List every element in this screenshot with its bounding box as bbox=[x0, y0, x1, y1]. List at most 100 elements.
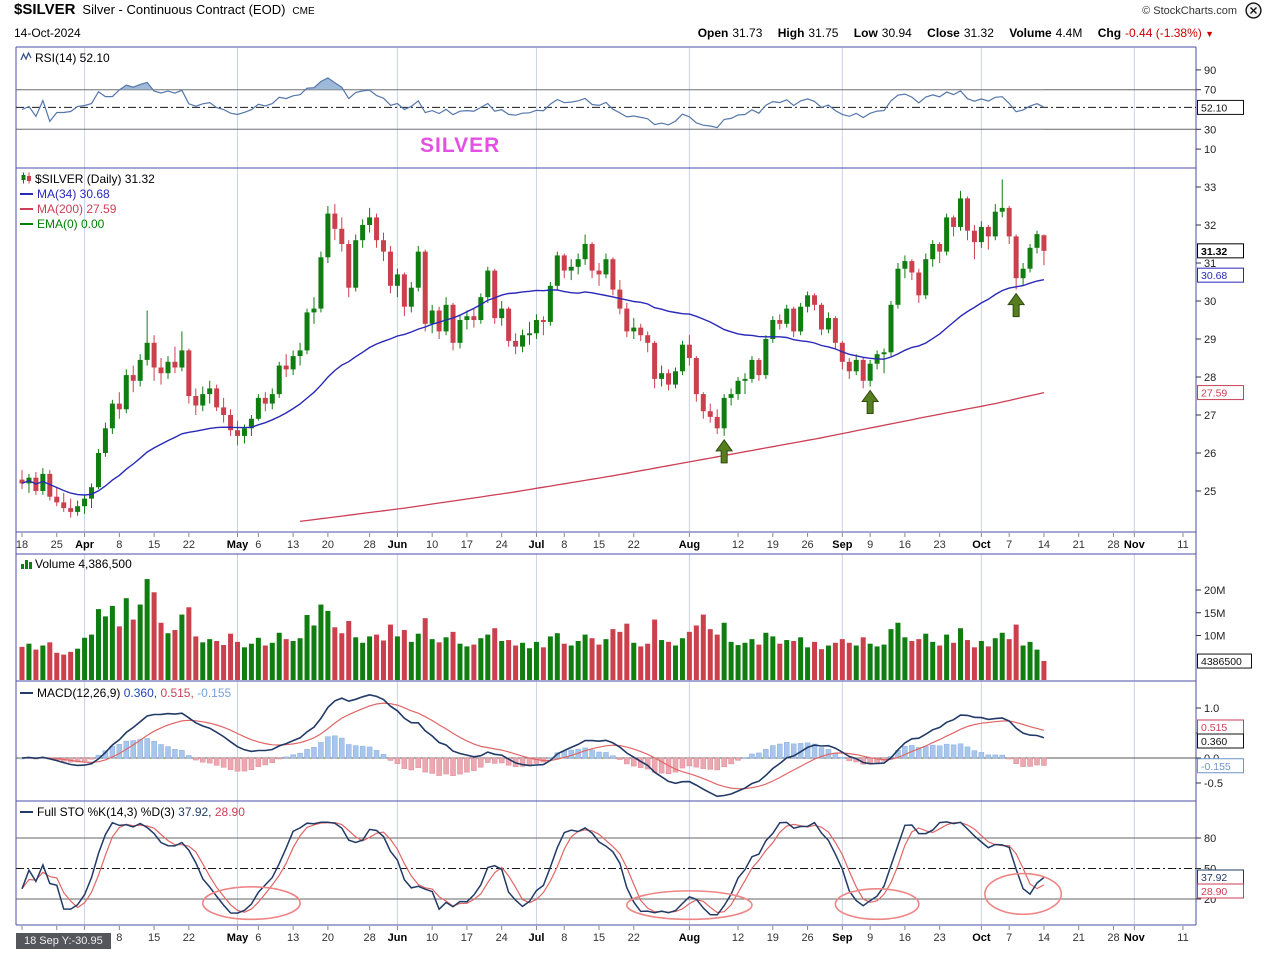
candle bbox=[964, 198, 970, 231]
volume-bar bbox=[784, 640, 790, 680]
chart-header: $SILVER Silver - Continuous Contract (EO… bbox=[14, 1, 1260, 18]
ma34-label: MA(34) 30.68 bbox=[37, 187, 110, 201]
close-value: 31.32 bbox=[963, 26, 994, 40]
macd-hist-bar bbox=[186, 755, 192, 759]
candle bbox=[985, 226, 991, 237]
macd-hist-bar bbox=[498, 757, 505, 764]
svg-text:37.92: 37.92 bbox=[1201, 872, 1227, 884]
close-icon[interactable] bbox=[1245, 2, 1262, 19]
gridlines bbox=[84, 48, 1135, 925]
buy-arrow bbox=[861, 389, 880, 414]
macd-hist-bar bbox=[179, 750, 185, 759]
volume-bar bbox=[999, 632, 1005, 680]
volume-bar bbox=[40, 645, 46, 680]
volume-bar bbox=[812, 641, 818, 680]
volume-bar bbox=[798, 637, 804, 680]
svg-text:20: 20 bbox=[322, 932, 334, 944]
candle bbox=[860, 359, 866, 381]
svg-text:23: 23 bbox=[934, 539, 946, 551]
price-label: $SILVER (Daily) 31.32 bbox=[35, 172, 155, 186]
candle bbox=[47, 473, 53, 497]
volume-bar bbox=[464, 646, 470, 680]
candle bbox=[853, 359, 859, 372]
candle bbox=[596, 270, 602, 275]
macd-hist-bar bbox=[297, 752, 303, 759]
macd-hist-bar bbox=[151, 740, 157, 759]
macd-hist-bar bbox=[408, 757, 415, 771]
candle bbox=[1041, 235, 1047, 251]
macd-hist-bar bbox=[874, 757, 880, 763]
candle bbox=[561, 255, 567, 271]
macd-hist-bar bbox=[582, 747, 588, 759]
volume-bar bbox=[33, 649, 39, 680]
svg-text:24: 24 bbox=[496, 539, 508, 551]
candle bbox=[95, 453, 101, 488]
macd-hist-bar bbox=[262, 757, 269, 766]
chg-label: Chg bbox=[1097, 26, 1122, 40]
volume-bar bbox=[714, 634, 720, 680]
macd-hist-bar bbox=[206, 757, 213, 764]
volume-bar bbox=[992, 638, 998, 680]
volume-bar bbox=[832, 642, 838, 680]
volume-bar bbox=[805, 647, 811, 680]
svg-text:30: 30 bbox=[1204, 296, 1216, 308]
svg-text:9: 9 bbox=[867, 539, 873, 551]
candle bbox=[221, 407, 227, 415]
volume-bar bbox=[874, 646, 880, 680]
candle bbox=[158, 367, 164, 374]
volume-bar bbox=[1034, 649, 1040, 680]
candle bbox=[742, 378, 748, 381]
candle bbox=[672, 371, 678, 385]
volume-bar bbox=[499, 640, 505, 680]
macd-hist-bar bbox=[929, 744, 936, 759]
rsi-label: RSI(14) 52.10 bbox=[35, 51, 110, 65]
macd-hist-bar bbox=[290, 754, 296, 759]
macd-hist-bar bbox=[366, 746, 373, 759]
candle bbox=[415, 251, 421, 288]
volume-bar bbox=[241, 647, 247, 680]
volume-bar bbox=[158, 622, 164, 680]
volume-bar bbox=[679, 638, 685, 680]
macd-hist-bar bbox=[624, 757, 630, 765]
volume-label: Volume bbox=[1009, 26, 1052, 40]
volume-bar bbox=[700, 614, 706, 680]
value-box bbox=[1197, 243, 1244, 259]
macd-hist-bar bbox=[401, 757, 408, 769]
volume-bar bbox=[749, 639, 755, 680]
macd-hist-bar bbox=[596, 751, 602, 759]
macd-hist-bar bbox=[964, 746, 971, 759]
candle bbox=[999, 207, 1005, 212]
candle bbox=[54, 496, 60, 503]
volume-bar bbox=[137, 604, 143, 680]
candle bbox=[109, 403, 115, 429]
volume-bar bbox=[533, 641, 539, 680]
macd-hist-bar bbox=[693, 757, 700, 768]
svg-text:Jun: Jun bbox=[388, 932, 408, 944]
high-label: High bbox=[777, 26, 805, 40]
macd-hist-bar bbox=[158, 744, 164, 759]
volume-bar bbox=[638, 646, 644, 680]
volume-bar bbox=[1041, 660, 1047, 680]
ma200-line-icon bbox=[20, 208, 33, 210]
macd-hist-bar bbox=[1020, 757, 1026, 767]
rsi-legend: RSI(14) 52.10 bbox=[20, 51, 110, 66]
ma34-line-icon bbox=[20, 193, 33, 195]
svg-text:12: 12 bbox=[732, 539, 744, 551]
volume-bar bbox=[415, 633, 421, 680]
volume-bar bbox=[95, 609, 101, 680]
candle bbox=[478, 297, 484, 320]
candle bbox=[102, 428, 108, 453]
ema-label: EMA(0) 0.00 bbox=[37, 217, 105, 231]
candle bbox=[304, 312, 310, 351]
volume-bar bbox=[985, 646, 991, 680]
macd-hist-bar bbox=[686, 757, 693, 767]
buy-arrow bbox=[1007, 292, 1026, 318]
volume-panel bbox=[19, 579, 1047, 680]
candle bbox=[367, 217, 373, 225]
candle bbox=[394, 274, 400, 286]
candle bbox=[659, 373, 665, 379]
volume-bar bbox=[825, 645, 831, 680]
volume-bar bbox=[47, 642, 53, 680]
candle bbox=[235, 430, 241, 436]
date-axis: 18182525AprApr8815152222MayMay6613132020… bbox=[16, 533, 1189, 944]
